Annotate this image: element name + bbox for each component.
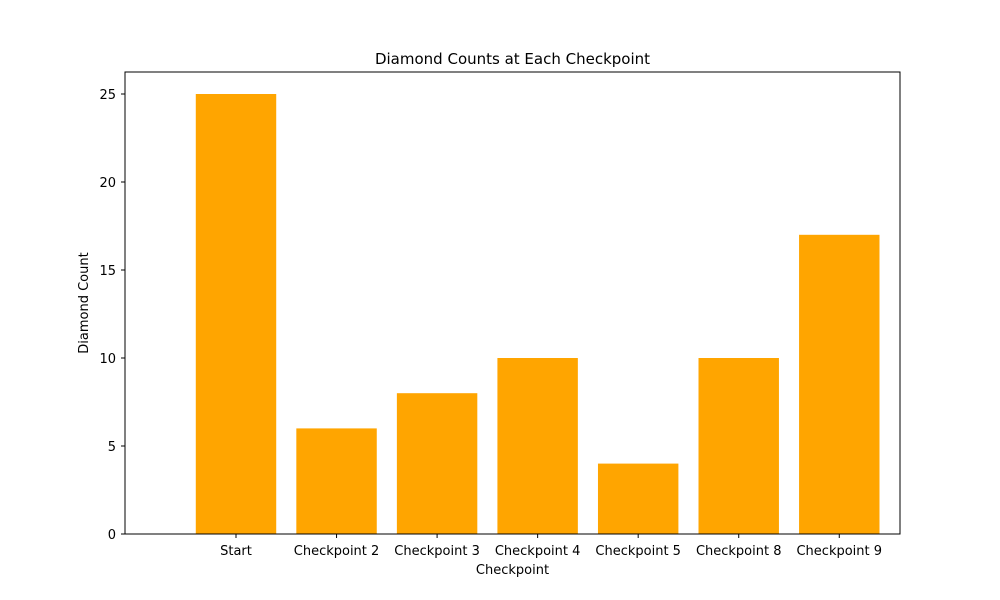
x-tick-label: Start (220, 544, 252, 559)
bar-6 (698, 358, 779, 534)
y-axis-label: Diamond Count (77, 252, 92, 353)
y-axis-ticks: 0 5 10 15 20 25 (99, 88, 125, 543)
x-axis-ticks: Start Checkpoint 2 Checkpoint 3 Checkpoint … (220, 534, 882, 559)
x-tick-label: Checkpoint 9 (796, 544, 882, 559)
y-tick-label: 25 (99, 88, 116, 103)
bar-7 (799, 234, 880, 535)
bars-group (195, 94, 880, 535)
bar-3 (396, 393, 478, 534)
bar-2 (296, 428, 377, 534)
x-axis-label: Checkpoint (476, 563, 549, 578)
chart-title: Diamond Counts at Each Checkpoint (375, 50, 650, 68)
plot-area-frame (124, 71, 901, 535)
y-tick-label: 0 (108, 528, 116, 543)
bar-1 (195, 94, 277, 534)
y-tick-label: 10 (99, 352, 116, 367)
x-tick-label: Checkpoint 3 (394, 544, 480, 559)
bar-4 (497, 358, 578, 534)
x-tick-label: Checkpoint 5 (595, 544, 681, 559)
y-tick-label: 15 (99, 264, 116, 279)
y-tick-label: 5 (108, 440, 116, 455)
x-tick-label: Checkpoint 8 (696, 544, 782, 559)
bar-5 (597, 463, 679, 534)
y-tick-label: 20 (99, 176, 116, 191)
x-tick-label: Checkpoint 4 (495, 544, 581, 559)
x-tick-label: Checkpoint 2 (294, 544, 380, 559)
